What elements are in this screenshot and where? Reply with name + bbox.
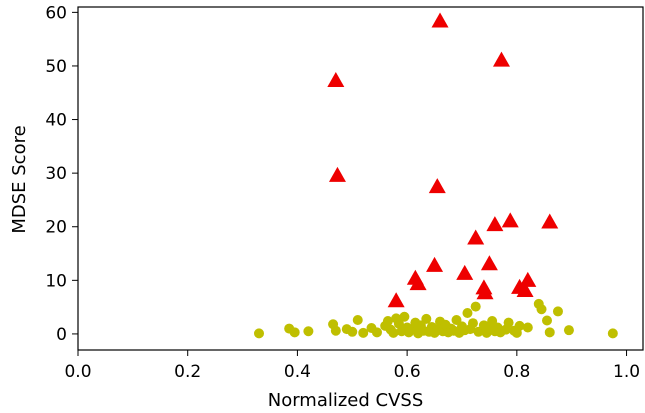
data-point-triangle <box>516 282 534 298</box>
y-tick-label: 60 <box>45 3 67 23</box>
data-point-circle <box>303 326 314 337</box>
data-point-circle <box>514 320 525 331</box>
y-tick-label: 30 <box>45 164 67 184</box>
data-point-triangle <box>541 213 559 229</box>
data-point-circle <box>382 316 393 327</box>
data-point-circle <box>503 317 514 328</box>
data-point-circle <box>522 322 533 333</box>
x-axis-title: Normalized CVSS <box>268 390 424 411</box>
data-point-circle <box>330 325 341 336</box>
data-point-circle <box>470 301 481 312</box>
data-point-triangle <box>426 256 444 272</box>
x-tick-label: 0.8 <box>503 362 530 382</box>
data-point-triangle <box>428 178 446 194</box>
data-point-circle <box>544 327 555 338</box>
data-point-triangle <box>501 212 519 228</box>
x-tick-label: 0.4 <box>284 362 311 382</box>
data-point-triangle <box>486 216 504 232</box>
data-point-triangle <box>480 255 498 271</box>
data-point-circle <box>352 314 363 325</box>
x-tick-label: 1.0 <box>613 362 640 382</box>
plot-frame <box>77 6 644 351</box>
data-point-circle <box>563 325 574 336</box>
x-tick-label: 0.2 <box>174 362 201 382</box>
data-point-circle <box>536 304 547 315</box>
data-point-triangle <box>476 284 494 300</box>
y-tick-label: 50 <box>45 57 67 77</box>
data-point-circle <box>289 327 300 338</box>
x-tick-label: 0.6 <box>394 362 421 382</box>
data-point-triangle <box>409 275 427 291</box>
y-tick-label: 20 <box>45 218 67 238</box>
data-point-circle <box>388 327 399 338</box>
data-point-circle <box>399 311 410 322</box>
data-point-circle <box>393 318 404 329</box>
data-point-circle <box>347 326 358 337</box>
y-tick-label: 40 <box>45 111 67 131</box>
data-point-circle <box>552 306 563 317</box>
data-point-triangle <box>467 229 485 245</box>
data-point-triangle <box>387 292 405 308</box>
data-point-triangle <box>519 271 537 287</box>
data-point-triangle <box>456 264 474 280</box>
data-point-circle <box>371 327 382 338</box>
data-point-triangle <box>328 166 346 182</box>
data-point-triangle <box>431 12 449 28</box>
y-axis-title: MDSE Score <box>9 125 30 233</box>
data-point-triangle <box>492 51 510 67</box>
y-tick-label: 0 <box>56 325 67 345</box>
data-point-circle <box>462 308 473 319</box>
data-point-circle <box>254 328 265 339</box>
data-point-circle <box>358 327 369 338</box>
data-point-circle <box>542 315 553 326</box>
data-point-circle <box>421 313 432 324</box>
data-point-circle <box>607 328 618 339</box>
y-tick-label: 10 <box>45 271 67 291</box>
data-point-circle <box>467 318 478 329</box>
data-point-triangle <box>327 71 345 87</box>
x-tick-label: 0.0 <box>64 362 91 382</box>
